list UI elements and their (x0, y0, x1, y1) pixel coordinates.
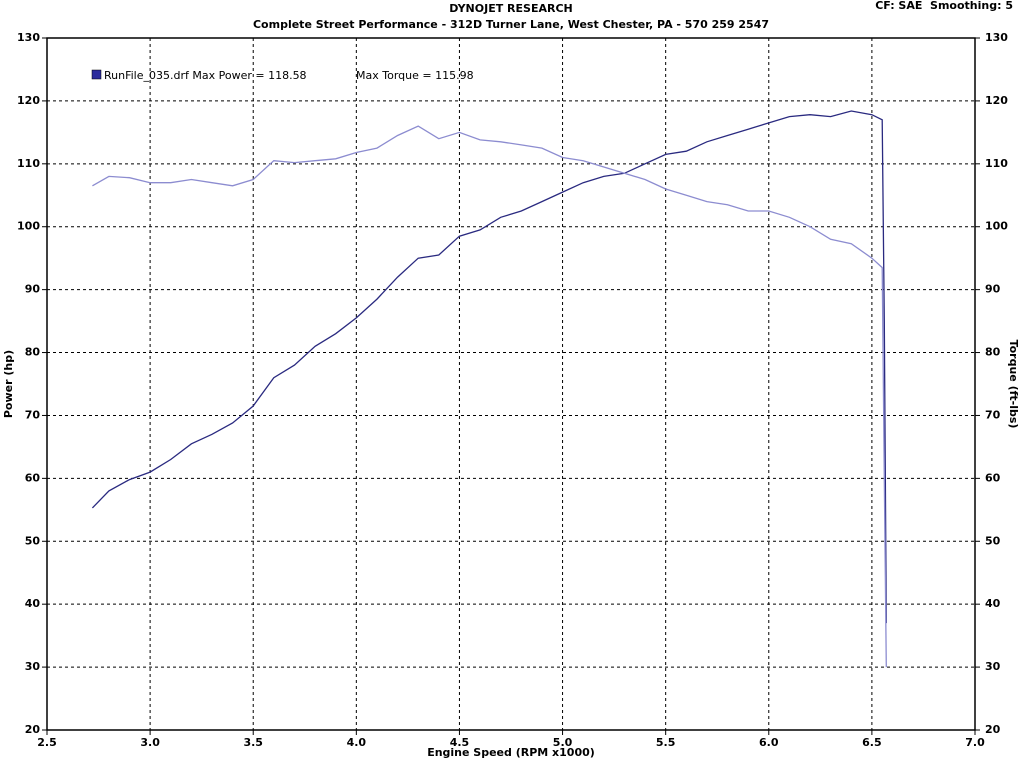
y2-tick-label: 20 (985, 723, 1001, 736)
y2-tick-label: 60 (985, 471, 1001, 484)
series-line (91, 110, 887, 624)
y-tick-label: 80 (25, 346, 41, 359)
y-tick-label: 110 (17, 157, 40, 170)
y-tick-label: 20 (25, 723, 41, 736)
y2-tick-label: 70 (985, 408, 1001, 421)
y-tick-label: 50 (25, 534, 41, 547)
x-tick-label: 3.0 (140, 736, 160, 749)
y2-tick-label: 120 (985, 94, 1008, 107)
x-tick-label: 4.5 (450, 736, 470, 749)
x-axis-label: Engine Speed (RPM x1000) (427, 746, 595, 759)
x-tick-label: 4.0 (347, 736, 367, 749)
x-tick-label: 5.5 (656, 736, 676, 749)
y-tick-label: 100 (17, 220, 40, 233)
x-tick-label: 6.5 (862, 736, 882, 749)
y-axis-label: Power (hp) (2, 350, 15, 418)
y-tick-label: 90 (25, 283, 41, 296)
legend-text: Max Torque = 115.98 (356, 69, 474, 82)
x-tick-label: 3.5 (243, 736, 263, 749)
x-tick-label: 2.5 (37, 736, 57, 749)
plot-border (46, 37, 976, 731)
y-tick-label: 130 (17, 31, 40, 44)
y2-tick-label: 110 (985, 157, 1008, 170)
x-tick-label: 6.0 (759, 736, 779, 749)
y2-tick-label: 90 (985, 283, 1001, 296)
chart-subtitle: Complete Street Performance - 312D Turne… (253, 18, 769, 31)
x-tick-label: 7.0 (965, 736, 985, 749)
y2-tick-label: 30 (985, 660, 1001, 673)
legend-text: RunFile_035.drf Max Power = 118.58 (104, 69, 307, 82)
x-tick-label: 5.0 (553, 736, 573, 749)
y2-axis-label: Torque (ft-lbs) (1007, 340, 1020, 429)
y-tick-label: 70 (25, 408, 41, 421)
series-line (92, 125, 887, 668)
y2-tick-label: 80 (985, 346, 1001, 359)
y-tick-label: 30 (25, 660, 41, 673)
y-tick-label: 120 (17, 94, 40, 107)
y2-tick-label: 40 (985, 597, 1001, 610)
y2-tick-label: 100 (985, 220, 1008, 233)
y2-tick-label: 130 (985, 31, 1008, 44)
y-tick-label: 60 (25, 471, 41, 484)
chart-title: DYNOJET RESEARCH (449, 2, 572, 15)
y-tick-label: 40 (25, 597, 41, 610)
y2-tick-label: 50 (985, 534, 1001, 547)
legend-swatch (91, 69, 102, 80)
settings-text: CF: SAE Smoothing: 5 (875, 0, 1013, 12)
